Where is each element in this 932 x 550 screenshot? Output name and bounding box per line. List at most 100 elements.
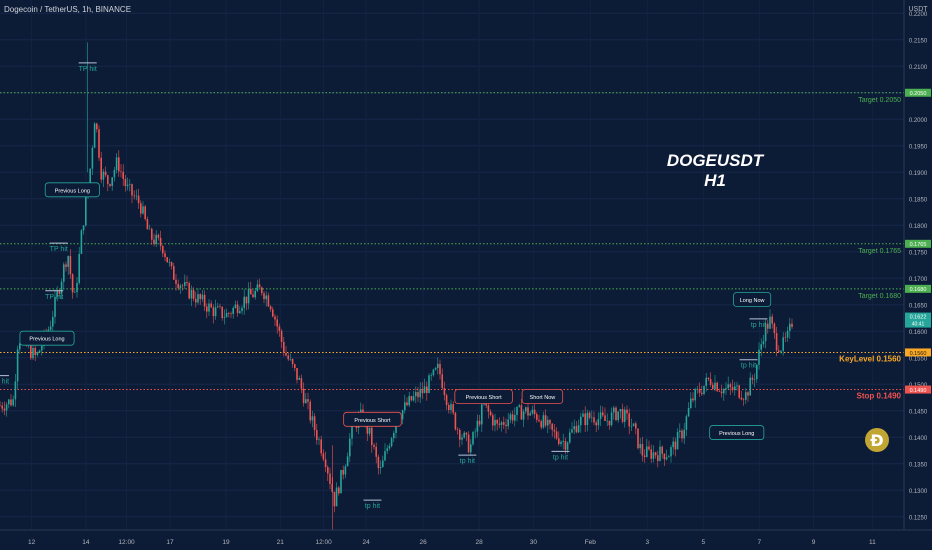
candle-body [421,389,424,394]
overlay-title-line-1: DOGEUSDT [667,151,765,170]
candle-body [283,341,285,353]
candle-body [67,256,69,267]
candle-body [210,303,212,308]
candle-body [518,405,520,407]
candle-body [525,407,527,412]
candle-body [404,402,406,411]
candle-body [267,295,270,307]
candle-body [679,430,681,432]
candle-body [538,419,540,422]
y-tick-label: 0.1900 [909,171,928,177]
candle-body [71,274,74,293]
candle-body [531,409,534,414]
candle-body [481,404,483,425]
x-tick-label: 12:00 [118,539,135,546]
candle-body [155,234,157,244]
candle-body [668,456,670,458]
candle-body [393,432,395,439]
y-tick-label: 0.1950 [909,144,928,150]
level-label-key: KeyLevel 0.1560 [839,354,901,363]
candle-body [181,285,184,287]
candle-body [199,294,201,300]
candle-body [120,171,122,173]
candle-body [175,279,177,284]
candle-body [624,409,626,422]
candle-body [346,456,349,467]
candle-body [577,425,580,433]
candle-body [258,284,261,288]
candle-body [162,246,164,254]
candle-body [562,440,564,442]
candle-body [758,349,760,365]
candle-body [734,386,736,391]
x-tick-label: 5 [701,539,705,546]
candle-body [617,411,619,421]
candle-body [148,228,151,230]
candle-body [428,375,430,393]
short-callout [454,389,513,404]
candle-body [5,404,8,411]
candle-body [371,427,373,445]
horizontal-levels: Target 0.2050 Target 0.1765 Target 0.1680 K… [0,92,904,401]
candle-body [296,367,298,380]
candle-body [718,391,721,392]
candle-body [349,438,351,457]
price-axis[interactable]: 0.12500.13000.13500.14000.14500.15000.15… [903,0,932,550]
candle-body [663,453,666,460]
candle-body [291,359,294,365]
candle-body [313,416,316,431]
y-tick-label: 0.1600 [909,330,928,336]
candle-body [118,157,120,172]
candle-body [582,413,584,417]
candle-body [507,419,509,427]
candle-body [439,363,441,375]
candle-body [450,404,452,411]
candle-body [591,417,593,418]
candle-body [742,399,745,400]
long-callout-text: Previous Long [719,431,754,437]
candle-body [643,455,646,457]
candle-body [606,420,608,422]
candle-body [443,388,446,396]
candle-body [467,434,470,453]
candle-body [727,384,729,389]
candle-body [536,414,538,420]
y-tick-label: 0.1850 [909,197,928,203]
candle-body [613,407,615,413]
long-callout [733,292,772,307]
candle-body [368,427,371,434]
candle-body [674,441,677,450]
candle-body [498,423,501,425]
svg-text:Ð: Ð [870,431,883,450]
candle-body [384,451,386,461]
y-tick-label: 0.2200 [909,12,928,18]
candle-body [100,157,102,180]
candle-body [32,347,34,359]
x-tick-label: 11 [869,539,876,546]
y-tick-label: 0.1350 [909,462,928,468]
candle-body [661,446,663,454]
candle-body [184,282,186,286]
long-callout-text: Previous Long [55,188,90,194]
candle-body [771,316,773,324]
candle-body [560,441,562,445]
candle-body [388,446,391,449]
candle-body [12,399,14,406]
candle-body [503,422,505,425]
candle-body [170,262,173,267]
candle-body [8,399,10,405]
candle-body [294,364,296,368]
candle-body [186,282,188,284]
candle-body [489,411,492,416]
level-badge-text: 0.1490 [910,388,927,394]
candle-body [599,412,602,419]
grid [0,0,904,530]
candle-body [80,230,83,254]
short-callout [521,389,564,404]
tp-hit-label: TP hit [0,379,9,386]
level-label-stop: Stop 0.1490 [857,392,902,401]
candle-body [19,343,21,350]
tp-hit-label: tp hit [460,458,475,465]
time-axis[interactable]: 12 14 12:00 17 19 21 12:00 24 26 28 30 Feb 3 5 7 9 11 [0,529,932,550]
